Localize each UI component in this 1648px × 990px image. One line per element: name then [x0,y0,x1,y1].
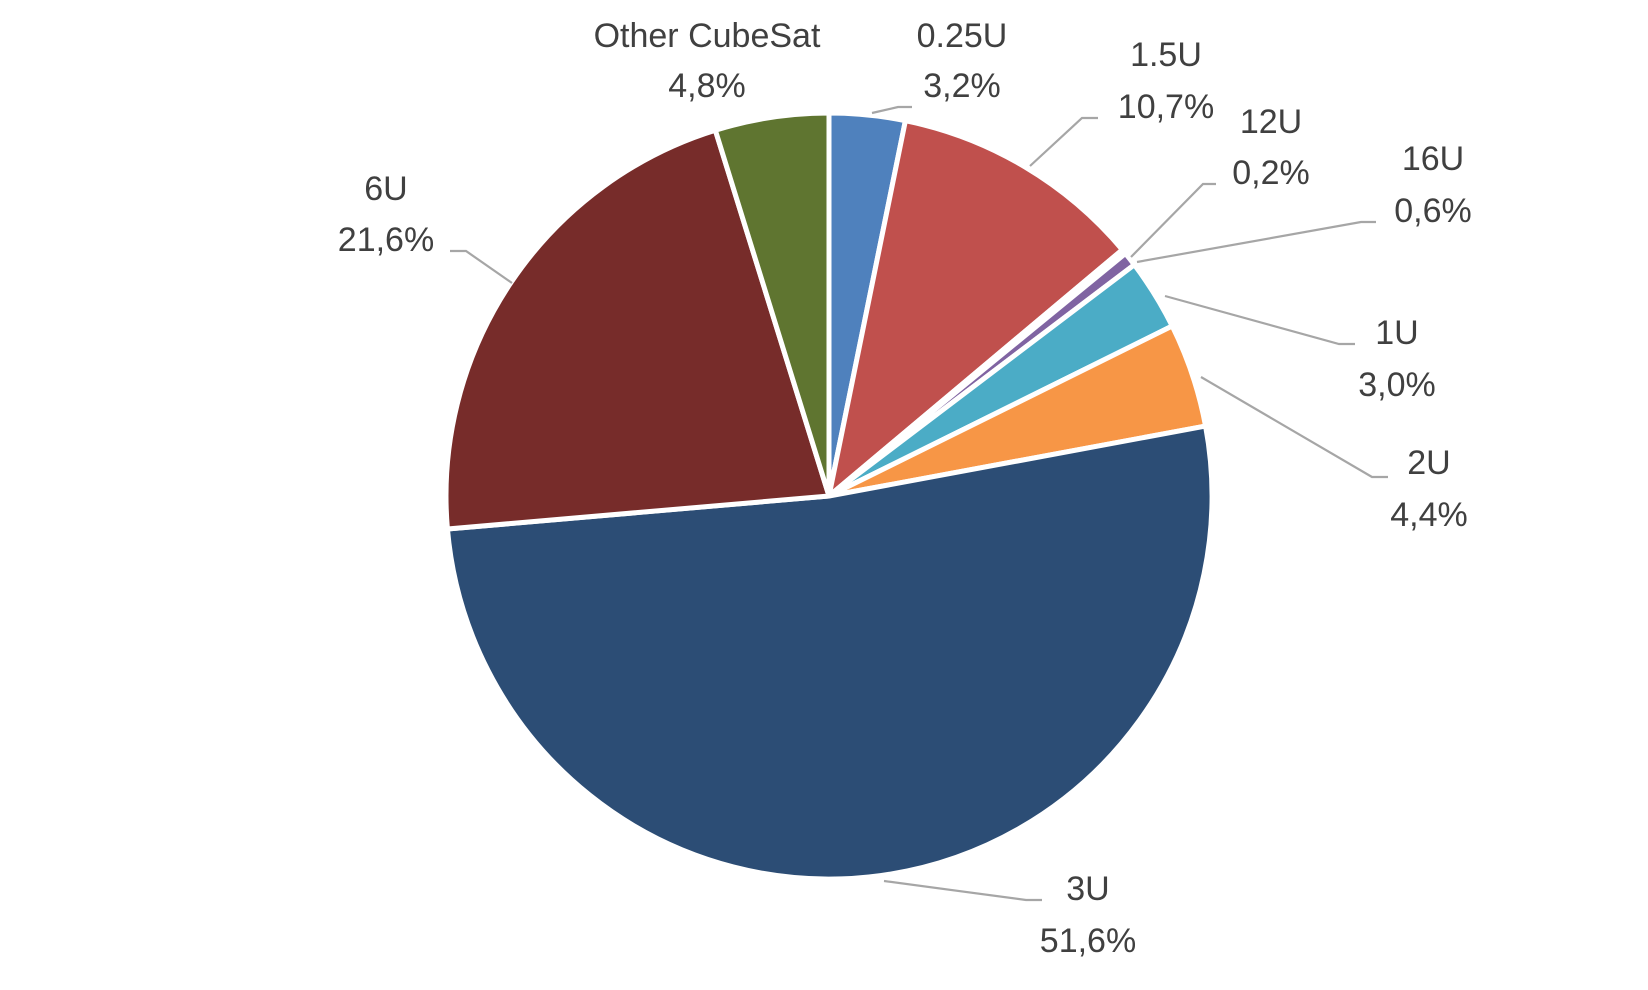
slice-value-label-3u: 51,6% [1040,922,1136,960]
slice-value-label-2u: 4,4% [1390,496,1468,534]
slice-name-label-0-25u: 0.25U [917,17,1008,55]
slices-layer [443,110,1215,882]
leader-line-3u [883,879,1042,902]
leader-line-1u [1164,294,1355,346]
slice-value-label-0-25u: 3,2% [923,67,1001,105]
slice-value-label-16u: 0,6% [1394,192,1472,230]
pie-slice-other-cubesat [712,110,832,499]
slice-name-label-3u: 3U [1066,870,1109,908]
slice-name-label-other-cubesat: Other CubeSat [594,17,821,55]
leader-line-16u [1136,220,1376,264]
slice-value-label-6u: 21,6% [338,221,434,259]
slice-value-label-other-cubesat: 4,8% [668,67,746,105]
leader-line-2u [1200,376,1388,479]
pie-slice-3u [444,423,1215,882]
slice-name-label-16u: 16U [1402,140,1464,178]
leader-lines-layer [450,105,1388,902]
slice-value-label-12u: 0,2% [1232,154,1310,192]
leader-line-12u [1130,182,1216,258]
slice-name-label-6u: 6U [364,170,407,208]
leader-line-0-25u [871,105,912,115]
slice-name-label-2u: 2U [1407,444,1450,482]
slice-name-label-1-5u: 1.5U [1130,36,1202,74]
labels-layer: 0.25U 3,2% 1.5U 10,7% 12U 0,2% 16U 0,6% 1U 3,0% 2U… [338,17,1472,960]
leader-line-6u [450,249,513,284]
pie-slice-1-5u [826,118,1125,499]
slice-name-label-1u: 1U [1375,314,1418,352]
slice-value-label-1-5u: 10,7% [1118,88,1214,126]
slice-name-label-12u: 12U [1240,103,1302,141]
leader-line-1-5u [1029,116,1098,167]
slice-value-label-1u: 3,0% [1358,366,1436,404]
